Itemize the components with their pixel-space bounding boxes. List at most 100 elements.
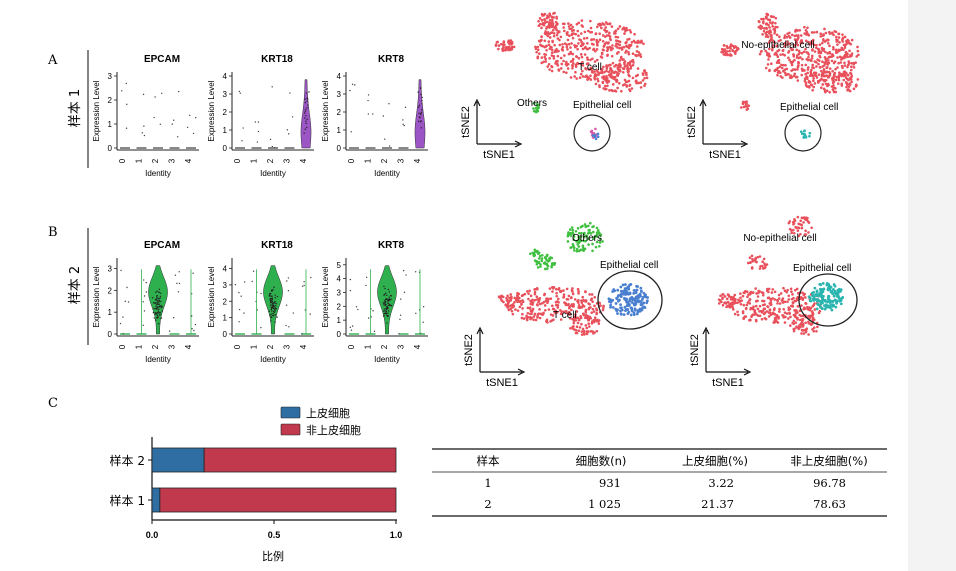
tsne-label-others: Others: [572, 233, 602, 244]
violin-x-axis-label: Identity: [374, 169, 400, 178]
bar-category-label: 样本 2: [110, 453, 145, 468]
table-cell: 1 025: [588, 497, 621, 511]
bar-x-tick: 0.0: [146, 530, 159, 540]
violin-panel-epcam: EPCAM Expression Level 0 1 2 3 0 1 2 3 4 Identity: [92, 240, 199, 364]
violin-x-tick: 1: [135, 158, 144, 163]
tsne-label-others: Others: [517, 98, 547, 109]
table-row: 1 931 3.22 96.78: [484, 476, 846, 490]
violin-y-tick: 4: [223, 265, 228, 274]
violin-y-axis-label: Expression Level: [321, 80, 330, 141]
violin-y-tick: 1: [337, 316, 342, 325]
violin-y-tick: 5: [337, 261, 342, 270]
legend-label-epithelial: 上皮细胞: [306, 407, 350, 420]
violin-x-tick: 2: [380, 158, 389, 163]
violin-x-axis-label: Identity: [145, 355, 171, 364]
violin-panel-krt18: KRT18 Expression Level 0 1 2 3 4 0 1 2 3 4 Identity: [207, 54, 314, 178]
violin-x-tick: 4: [299, 344, 308, 349]
violin-x-tick: 3: [397, 344, 406, 349]
violin-y-tick: 4: [223, 72, 228, 81]
violin-x-tick: 4: [413, 158, 422, 163]
violin-y-tick: 4: [337, 275, 342, 284]
violin-x-tick: 3: [168, 344, 177, 349]
violin-shape-cluster-4: [300, 79, 312, 149]
violin-panel-epcam: EPCAM Expression Level 0 1 2 3 0 1 2 3 4 Identity: [92, 54, 199, 178]
epithelial-cluster-ring: [597, 270, 663, 330]
bar-x-axis-label: 比例: [262, 549, 284, 563]
violin-x-tick: 1: [135, 344, 144, 349]
violin-x-axis-label: Identity: [374, 355, 400, 364]
violin-x-tick: 2: [380, 344, 389, 349]
violin-y-tick: 0: [108, 144, 113, 153]
violin-panel-krt18: KRT18 Expression Level 0 1 2 3 4 0 1 2 3 4 Identity: [207, 240, 314, 364]
violin-y-tick: 3: [108, 265, 113, 274]
table-cell: 96.78: [813, 476, 846, 490]
tsne-y-axis-label: tSNE2: [463, 334, 475, 366]
violin-x-tick: 1: [250, 158, 259, 163]
violin-y-tick: 2: [337, 302, 342, 311]
violin-x-tick: 0: [118, 344, 127, 349]
bar-segment-epithelial: [151, 487, 161, 513]
violin-panel-krt8: KRT8 Expression Level 0 1 2 3 4 0 1 2 3 4 Identity: [321, 54, 428, 178]
table-header-count: 细胞数(n): [576, 454, 627, 468]
panel-label-c: C: [48, 396, 58, 411]
tsne-plots: T cell Others Epithelial cell tSNE1 tSNE2 No-…: [460, 11, 860, 389]
table-header-epi: 上皮细胞(%): [682, 454, 748, 468]
tsne-label-t-cell: T cell: [553, 310, 577, 321]
panel-label-a: A: [47, 53, 58, 68]
epithelial-cluster-ring: [798, 273, 858, 327]
violin-x-tick: 3: [283, 158, 292, 163]
gene-title: KRT8: [378, 54, 405, 65]
violin-y-tick: 2: [108, 96, 113, 105]
violin-y-tick: 2: [223, 108, 228, 117]
violin-x-tick: 4: [184, 344, 193, 349]
gene-title: EPCAM: [144, 240, 180, 251]
tsne-label-epithelial: Epithelial cell: [780, 102, 838, 113]
violin-y-tick: 3: [223, 90, 228, 99]
violin-x-tick: 0: [118, 158, 127, 163]
table-cell: 2: [484, 497, 491, 511]
tsne-label-epithelial: Epithelial cell: [573, 100, 631, 111]
tsne-label-epithelial: Epithelial cell: [793, 263, 851, 274]
legend-label-non-epithelial: 非上皮细胞: [306, 424, 361, 437]
violin-x-axis-label: Identity: [260, 169, 286, 178]
violin-x-tick: 0: [233, 158, 242, 163]
bar-segment-non-epithelial: [203, 447, 397, 473]
gene-title: KRT8: [378, 240, 405, 251]
violin-x-tick: 1: [364, 158, 373, 163]
violin-y-tick: 4: [337, 72, 342, 81]
violin-shape-cluster-2: [263, 265, 283, 335]
violin-x-tick: 3: [283, 344, 292, 349]
violin-y-tick: 0: [223, 330, 228, 339]
tsne-x-axis-label: tSNE1: [483, 149, 515, 161]
violin-y-axis-label: Expression Level: [92, 80, 101, 141]
violin-y-tick: 0: [337, 144, 342, 153]
table-cell: 78.63: [813, 497, 846, 511]
violin-x-axis-label: Identity: [145, 169, 171, 178]
violin-x-tick: 0: [347, 158, 356, 163]
table-row: 2 1 025 21.37 78.63: [484, 497, 846, 511]
gene-title: EPCAM: [144, 54, 180, 65]
violin-y-axis-label: Expression Level: [92, 266, 101, 327]
table-header-non-epi: 非上皮细胞(%): [790, 454, 867, 468]
violin-y-tick: 1: [223, 126, 228, 135]
bar-x-tick: 0.5: [268, 530, 281, 540]
violin-y-tick: 0: [108, 330, 113, 339]
legend-swatch-epithelial: [280, 406, 301, 419]
violin-x-tick: 2: [266, 344, 275, 349]
table-cell: 1: [484, 476, 491, 490]
violin-y-tick: 2: [223, 297, 228, 306]
violin-x-axis-label: Identity: [260, 355, 286, 364]
violin-y-tick: 1: [223, 314, 228, 323]
bar-x-tick: 1.0: [390, 530, 403, 540]
violin-y-tick: 2: [337, 108, 342, 117]
panel-label-b: B: [48, 225, 58, 240]
table-cell: 21.37: [701, 497, 734, 511]
stacked-bar-chart: 上皮细胞 非上皮细胞 样本 2 样本 1 0.0 0.5 1.0 比例: [110, 406, 403, 563]
violin-x-tick: 2: [151, 344, 160, 349]
bar-category-label: 样本 1: [110, 493, 145, 508]
tsne-row1-plot2: No-epithelial cell Epithelial cell tSNE1 tS…: [686, 12, 860, 161]
tsne-y-axis-label: tSNE2: [689, 334, 701, 366]
violin-x-tick: 1: [364, 344, 373, 349]
tsne-label-epithelial: Epithelial cell: [600, 260, 658, 271]
violin-x-tick: 0: [233, 344, 242, 349]
